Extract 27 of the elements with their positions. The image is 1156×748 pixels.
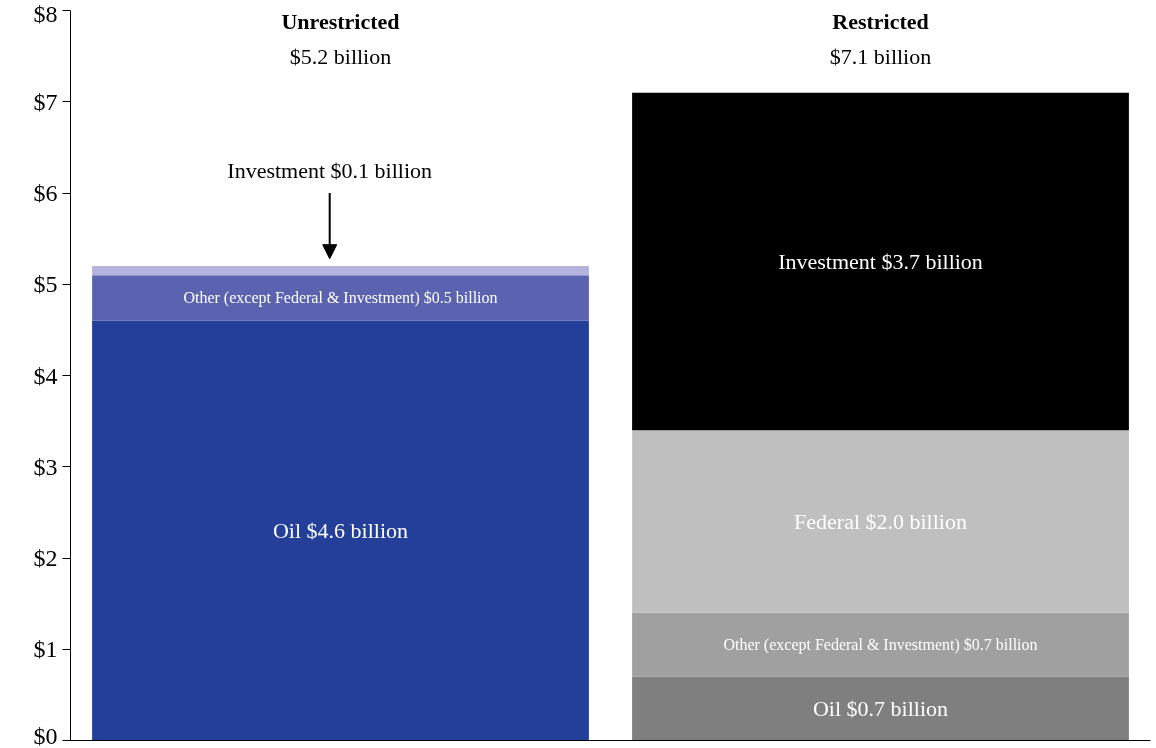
y-tick-label: $0 [33, 722, 58, 748]
bar [92, 320, 589, 741]
y-tick-label: $4 [33, 362, 58, 389]
data-label: Other (except Federal & Investment) $0.5 billion [183, 289, 498, 308]
data-label: Investment $0.1 billion [227, 157, 433, 183]
bar [632, 430, 1129, 613]
y-tick-label: $5 [33, 271, 58, 298]
data-label: Other (except Federal & Investment) $0.7 billion [723, 636, 1038, 655]
x-tick-label: Restricted [832, 8, 929, 34]
annotation: $5.2 billion [289, 43, 392, 69]
y-tick-label: $2 [33, 545, 58, 571]
y-tick-label: $8 [33, 0, 58, 27]
y-tick-label: $6 [33, 180, 58, 206]
y-tick-label: $1 [33, 636, 58, 663]
bar [632, 676, 1129, 741]
bar [92, 266, 589, 276]
bar [632, 612, 1129, 677]
annotation: $7.1 billion [829, 43, 932, 69]
x-tick-label: Unrestricted [281, 8, 400, 34]
bar [632, 92, 1129, 431]
bar [92, 275, 589, 321]
y-tick-label: $3 [33, 453, 58, 480]
data-label: Oil $0.7 billion [812, 696, 949, 722]
data-label: Oil $4.6 billion [272, 518, 409, 544]
y-tick-label: $7 [33, 88, 58, 115]
data-label: Investment $3.7 billion [778, 248, 983, 274]
data-label: Federal $2.0 billion [794, 509, 967, 534]
